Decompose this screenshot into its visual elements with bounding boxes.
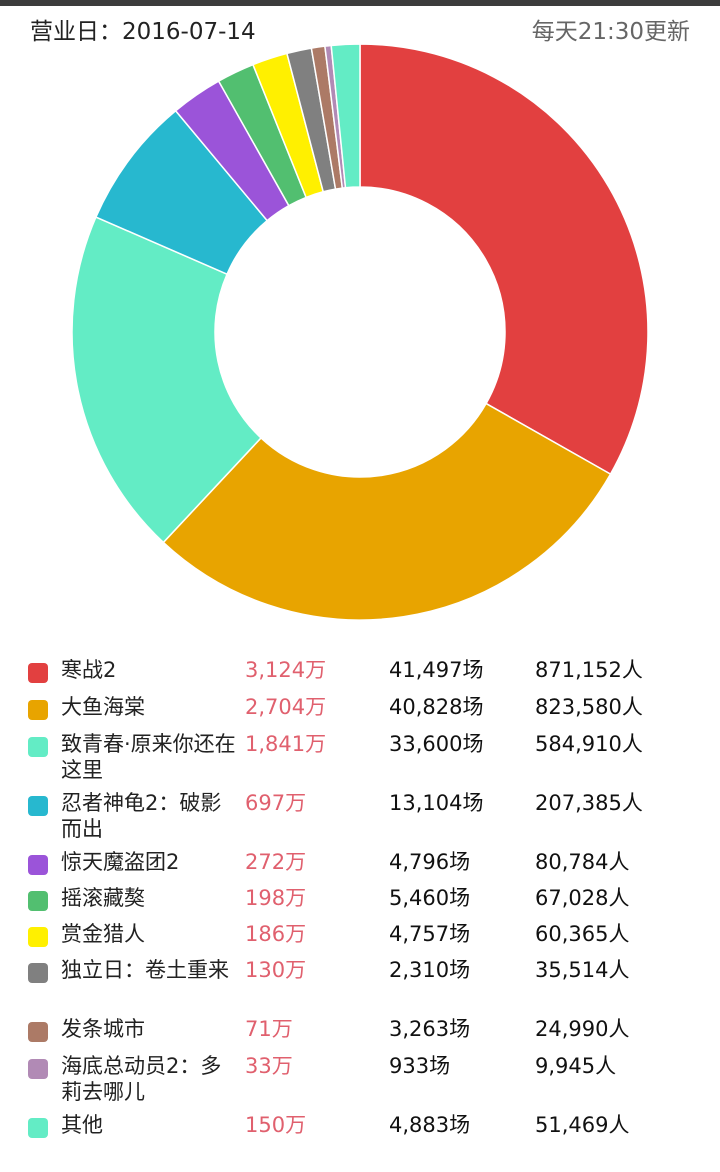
business-date: 营业日：2016-07-14 [30,19,256,45]
movie-name: 摇滚藏獒 [61,886,145,910]
screenings-count: 3,263场 [389,1017,471,1041]
donut-slice [359,43,649,476]
screenings-count: 4,883场 [389,1113,471,1137]
movie-name: 赏金猎人 [61,922,145,946]
movie-name: 致青春·原来你还在这里 [61,732,236,782]
screenings-count: 40,828场 [389,695,484,719]
legend-swatch [28,737,48,757]
audience-count: 80,784人 [535,850,630,874]
audience-count: 871,152人 [535,658,643,682]
donut-slice [330,43,361,189]
legend-row[interactable]: 寒战2 3,124万 41,497场 871,152人 [0,657,720,717]
legend-swatch [28,855,48,875]
movie-name: 海底总动员2：多莉去哪儿 [61,1054,222,1104]
box-office-value: 33万 [245,1054,293,1078]
legend-swatch [28,1059,48,1079]
audience-count: 60,365人 [535,922,630,946]
screenings-count: 4,757场 [389,922,471,946]
legend-swatch [28,1118,48,1138]
legend-row[interactable]: 惊天魔盗团2 272万 4,796场 80,784人 [0,849,720,909]
legend-row[interactable]: 独立日：卷土重来 130万 2,310场 35,514人 [0,957,720,1017]
legend-swatch [28,796,48,816]
box-office-value: 1,841万 [245,732,327,756]
audience-count: 24,990人 [535,1017,630,1041]
audience-count: 35,514人 [535,958,630,982]
legend-row[interactable]: 大鱼海棠 2,704万 40,828场 823,580人 [0,694,720,754]
movie-name: 发条城市 [61,1017,145,1041]
donut-slice [162,402,612,621]
legend-row[interactable]: 发条城市 71万 3,263场 24,990人 [0,1016,720,1076]
screenings-count: 5,460场 [389,886,471,910]
audience-count: 584,910人 [535,732,643,756]
box-office-value: 2,704万 [245,695,327,719]
box-office-value: 3,124万 [245,658,327,682]
audience-count: 207,385人 [535,791,643,815]
legend-swatch [28,1022,48,1042]
legend-row[interactable]: 摇滚藏獒 198万 5,460场 67,028人 [0,885,720,945]
audience-count: 823,580人 [535,695,643,719]
screenings-count: 33,600场 [389,732,484,756]
audience-count: 9,945人 [535,1054,617,1078]
box-office-value: 697万 [245,791,307,815]
update-schedule: 每天21:30更新 [531,19,690,45]
box-office-value: 71万 [245,1017,293,1041]
legend-swatch [28,927,48,947]
box-office-value: 186万 [245,922,307,946]
movie-name: 大鱼海棠 [61,695,145,719]
donut-slice [71,216,263,544]
box-office-value: 150万 [245,1113,307,1137]
box-office-donut-chart [71,43,649,621]
legend-row[interactable]: 赏金猎人 186万 4,757场 60,365人 [0,921,720,981]
box-office-value: 272万 [245,850,307,874]
legend-swatch [28,663,48,683]
screenings-count: 41,497场 [389,658,484,682]
movie-name: 惊天魔盗团2 [61,850,180,874]
movie-name: 独立日：卷土重来 [61,958,229,982]
legend-swatch [28,891,48,911]
audience-count: 51,469人 [535,1113,630,1137]
legend-row[interactable]: 致青春·原来你还在这里 1,841万 33,600场 584,910人 [0,731,720,791]
legend-row[interactable]: 其他 150万 4,883场 51,469人 [0,1112,720,1172]
legend-swatch [28,700,48,720]
screenings-count: 933场 [389,1054,451,1078]
status-bar [0,0,720,6]
legend-swatch [28,963,48,983]
screenings-count: 2,310场 [389,958,471,982]
legend-row[interactable]: 忍者神龟2：破影而出 697万 13,104场 207,385人 [0,790,720,850]
audience-count: 67,028人 [535,886,630,910]
screenings-count: 4,796场 [389,850,471,874]
movie-name: 寒战2 [61,658,117,682]
box-office-value: 130万 [245,958,307,982]
box-office-value: 198万 [245,886,307,910]
screenings-count: 13,104场 [389,791,484,815]
movie-name: 忍者神龟2：破影而出 [61,791,222,841]
movie-name: 其他 [61,1113,103,1137]
legend-row[interactable]: 海底总动员2：多莉去哪儿 33万 933场 9,945人 [0,1053,720,1113]
